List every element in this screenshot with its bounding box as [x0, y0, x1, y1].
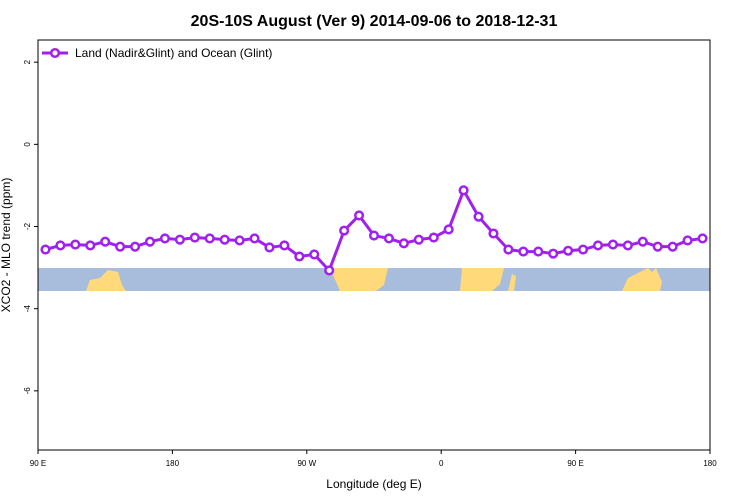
data-point — [294, 251, 305, 262]
legend-marker — [49, 47, 61, 59]
y-tick-label: -2 — [23, 222, 32, 230]
x-tick-label: 180 — [703, 459, 717, 468]
land — [508, 274, 516, 291]
y-axis-label: XCO2 - MLO trend (ppm) — [0, 178, 13, 313]
x-tick-label: 90 W — [297, 459, 316, 468]
data-point — [398, 238, 409, 249]
data-point — [189, 232, 200, 243]
y-tick-label: 0 — [23, 142, 32, 147]
data-point — [309, 249, 320, 260]
data-point — [563, 245, 574, 256]
data-point — [667, 241, 678, 252]
data-point — [279, 240, 290, 251]
data-point — [204, 233, 215, 244]
data-point — [607, 239, 618, 250]
x-tick-label: 90 E — [30, 459, 46, 468]
data-point — [144, 236, 156, 247]
data-point — [354, 210, 365, 221]
data-point — [130, 241, 141, 252]
plot-frame — [37, 39, 711, 451]
y-tick-label: -4 — [23, 305, 32, 313]
land — [86, 270, 126, 291]
x-tick-label: 90 E — [567, 459, 583, 468]
data-point — [159, 233, 170, 244]
land — [622, 268, 662, 291]
land — [330, 268, 388, 291]
data-point — [339, 225, 350, 236]
legend-label: Land (Nadir&Glint) and Ocean (Glint) — [75, 46, 272, 60]
data-point — [85, 240, 96, 251]
data-point — [219, 234, 230, 245]
data-point — [443, 224, 454, 235]
data-point — [115, 241, 126, 252]
data-point — [174, 234, 185, 245]
data-point — [383, 233, 394, 244]
data-point — [488, 228, 499, 239]
data-point — [637, 236, 648, 247]
y-tick-label: 2 — [23, 59, 32, 64]
data-point — [652, 241, 663, 252]
x-tick-label: 0 — [439, 459, 444, 468]
data-point — [533, 246, 544, 257]
data-point — [622, 240, 633, 251]
data-point — [458, 185, 469, 196]
data-point — [518, 246, 529, 257]
data-point — [592, 240, 604, 251]
data-point — [100, 236, 111, 247]
data-point — [249, 233, 260, 244]
data-point — [70, 239, 81, 250]
data-point — [234, 235, 245, 246]
land-ocean-band — [38, 268, 710, 291]
y-tick-label: -6 — [23, 387, 32, 395]
data-point — [40, 244, 51, 255]
data-point — [682, 235, 693, 246]
data-point — [428, 232, 439, 243]
data-point — [697, 233, 708, 244]
data-point — [503, 244, 514, 255]
data-point — [55, 240, 66, 251]
data-point — [578, 244, 589, 255]
land — [460, 268, 504, 291]
data-point — [368, 230, 380, 241]
data-point — [473, 211, 484, 222]
data-line — [45, 186, 703, 274]
x-tick-label: 180 — [166, 459, 180, 468]
data-point — [324, 265, 335, 276]
x-axis-label: Longitude (deg E) — [326, 477, 421, 491]
chart-title: 20S-10S August (Ver 9) 2014-09-06 to 201… — [191, 13, 558, 30]
data-point — [264, 242, 275, 253]
data-point — [548, 248, 559, 259]
data-point — [413, 234, 424, 245]
